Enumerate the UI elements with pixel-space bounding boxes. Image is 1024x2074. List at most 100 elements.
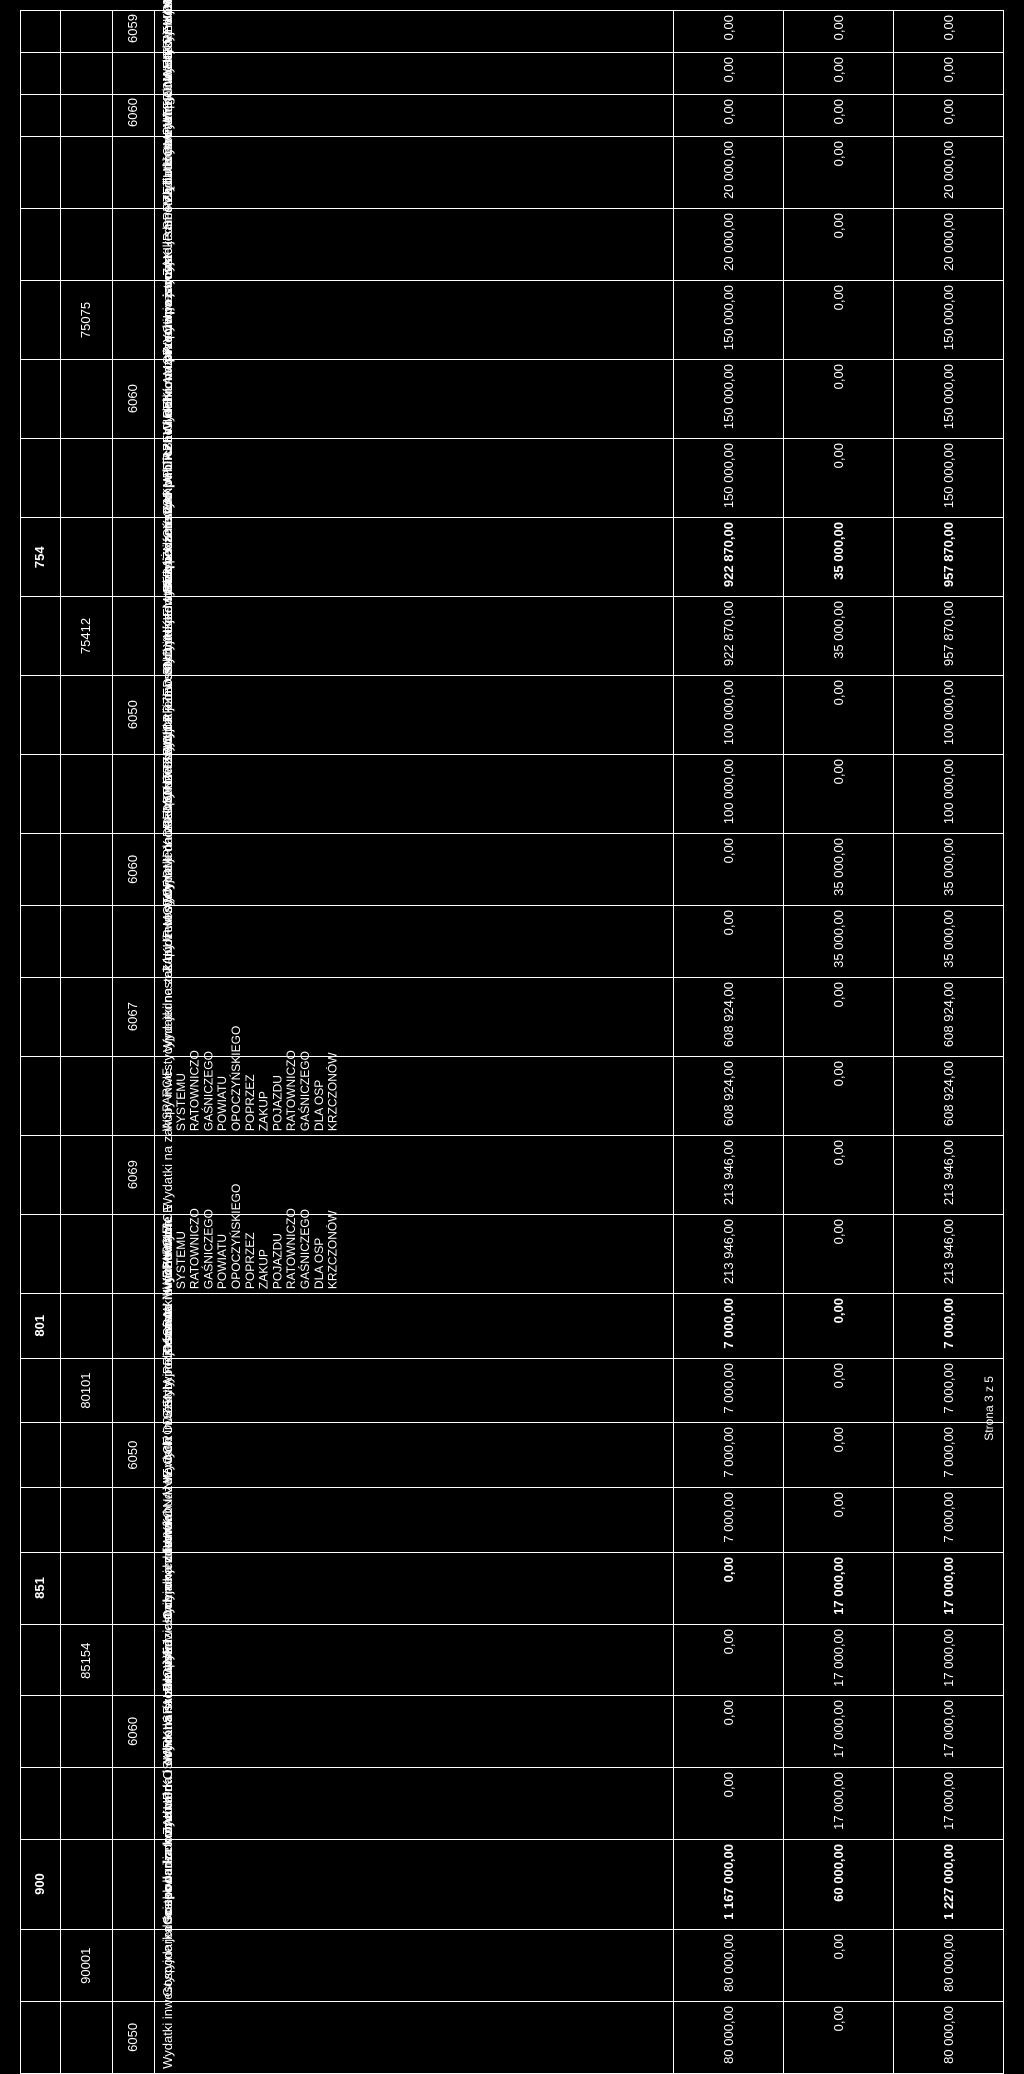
cell-parag: 6059 — [113, 11, 155, 53]
cell-c3-value: 213 946,00 — [941, 1140, 956, 1205]
cell-parag: 6050 — [113, 1423, 155, 1488]
cell-rozdz — [61, 1136, 113, 1215]
cell-rozdz — [61, 977, 113, 1056]
cell-c3-value: 80 000,00 — [941, 2006, 956, 2064]
cell-c1: 100 000,00 — [674, 676, 784, 755]
cell-rozdz — [61, 1696, 113, 1768]
cell-c2: 17 000,00 — [784, 1768, 894, 1840]
cell-c1: 100 000,00 — [674, 755, 784, 834]
cell-dzial — [21, 977, 61, 1056]
cell-parag-text: 6060 — [126, 838, 140, 901]
cell-parag-text: 6059 — [126, 15, 140, 43]
cell-nazwa-text: ZAKUP KOSIARKI SPALINOWEJ — [161, 1772, 175, 1835]
cell-c2: 0,00 — [784, 1294, 894, 1359]
cell-c2-value: 35 000,00 — [831, 838, 846, 896]
cell-c2: 0,00 — [784, 1136, 894, 1215]
cell-rozdz: 75075 — [61, 280, 113, 359]
cell-c2: 0,00 — [784, 977, 894, 1056]
cell-dzial — [21, 1488, 61, 1553]
cell-parag — [113, 1057, 155, 1136]
cell-parag — [113, 517, 155, 596]
cell-c1: 213 946,00 — [674, 1215, 784, 1294]
cell-c1: 0,00 — [674, 1696, 784, 1768]
cell-rozdz — [61, 1552, 113, 1624]
cell-c3: 17 000,00 — [894, 1552, 1004, 1624]
cell-c1: 0,00 — [674, 53, 784, 95]
cell-c3: 0,00 — [894, 95, 1004, 137]
cell-c1-value: 608 924,00 — [721, 982, 736, 1047]
cell-c1-value: 20 000,00 — [721, 213, 736, 271]
cell-c1-value: 150 000,00 — [721, 285, 736, 350]
cell-rozdz — [61, 1488, 113, 1553]
cell-c1-value: 0,00 — [721, 15, 736, 40]
cell-rozdz — [61, 137, 113, 209]
cell-rozdz — [61, 755, 113, 834]
cell-c1: 608 924,00 — [674, 977, 784, 1056]
cell-nazwa: Ochrona zdrowia — [155, 1552, 674, 1624]
cell-c2: 0,00 — [784, 1423, 894, 1488]
cell-rozdz — [61, 1840, 113, 1930]
cell-parag — [113, 438, 155, 517]
cell-parag — [113, 1840, 155, 1930]
cell-c1: 0,00 — [674, 1768, 784, 1840]
cell-c3-value: 80 000,00 — [941, 1934, 956, 1992]
cell-c3: 17 000,00 — [894, 1624, 1004, 1696]
cell-parag: 6060 — [113, 1696, 155, 1768]
cell-c3: 80 000,00 — [894, 1929, 1004, 2001]
cell-c3: 20 000,00 — [894, 137, 1004, 209]
cell-c3-value: 0,00 — [941, 15, 956, 40]
cell-c3-value: 100 000,00 — [941, 680, 956, 745]
cell-c1: 7 000,00 — [674, 1358, 784, 1423]
page-footer: Strona 3 z 5 — [982, 1376, 996, 1441]
cell-dzial — [21, 597, 61, 676]
cell-parag: 6060 — [113, 834, 155, 906]
cell-parag: 6067 — [113, 977, 155, 1056]
cell-dzial — [21, 1768, 61, 1840]
cell-c2-value: 0,00 — [831, 57, 846, 82]
cell-dzial — [21, 1136, 61, 1215]
cell-c2-value: 17 000,00 — [831, 1700, 846, 1758]
cell-c1: 80 000,00 — [674, 2001, 784, 2073]
cell-c3-value: 17 000,00 — [941, 1629, 956, 1687]
cell-c2-value: 0,00 — [831, 1363, 846, 1388]
cell-c3: 35 000,00 — [894, 834, 1004, 906]
cell-c3-value: 0,00 — [941, 99, 956, 124]
cell-c3-value: 0,00 — [941, 57, 956, 82]
cell-c1: 0,00 — [674, 95, 784, 137]
cell-c2: 35 000,00 — [784, 906, 894, 978]
cell-parag: 6050 — [113, 2001, 155, 2073]
cell-nazwa-text: WYKONANIE OGRODZENIA PRZY SP W M. IDZIKO… — [161, 1492, 175, 1548]
cell-c3: 0,00 — [894, 53, 1004, 95]
cell-parag — [113, 1552, 155, 1624]
cell-nazwa-text: WSPARCIE SYSTEMU RATOWNICZO GAŚNICZEGO P… — [161, 1219, 340, 1289]
cell-c2-value: 0,00 — [831, 364, 846, 389]
cell-parag: 6060 — [113, 95, 155, 137]
cell-c3: 150 000,00 — [894, 280, 1004, 359]
cell-c2: 0,00 — [784, 1488, 894, 1553]
cell-rozdz — [61, 1768, 113, 1840]
cell-rozdz: 80101 — [61, 1358, 113, 1423]
cell-c3: 100 000,00 — [894, 755, 1004, 834]
cell-c3-value: 957 870,00 — [941, 522, 956, 587]
cell-dzial — [21, 1696, 61, 1768]
table-row: WYKONANIE OGRODZENIA PRZY SP W M. IDZIKO… — [21, 1488, 1004, 1553]
cell-rozdz-text: 75412 — [79, 601, 93, 671]
cell-c2: 17 000,00 — [784, 1552, 894, 1624]
cell-dzial-text: 851 — [33, 1557, 47, 1620]
cell-c3: 35 000,00 — [894, 906, 1004, 978]
cell-c2-value: 0,00 — [831, 141, 846, 166]
cell-c1-value: 0,00 — [721, 1629, 736, 1654]
cell-c1: 213 946,00 — [674, 1136, 784, 1215]
cell-rozdz: 75412 — [61, 597, 113, 676]
cell-c2: 0,00 — [784, 1358, 894, 1423]
table-row: 900Gospodarka komunalna i ochrona środow… — [21, 1840, 1004, 1930]
cell-nazwa: Gospodarka ściekowa i ochrona wód — [155, 1929, 674, 2001]
cell-rozdz — [61, 1423, 113, 1488]
cell-c2-value: 35 000,00 — [831, 910, 846, 968]
cell-parag — [113, 597, 155, 676]
cell-parag: 6050 — [113, 676, 155, 755]
cell-dzial-text: 900 — [33, 1844, 47, 1925]
cell-c3: 20 000,00 — [894, 208, 1004, 280]
cell-c3-value: 35 000,00 — [941, 838, 956, 896]
cell-c2-value: 0,00 — [831, 1298, 846, 1323]
